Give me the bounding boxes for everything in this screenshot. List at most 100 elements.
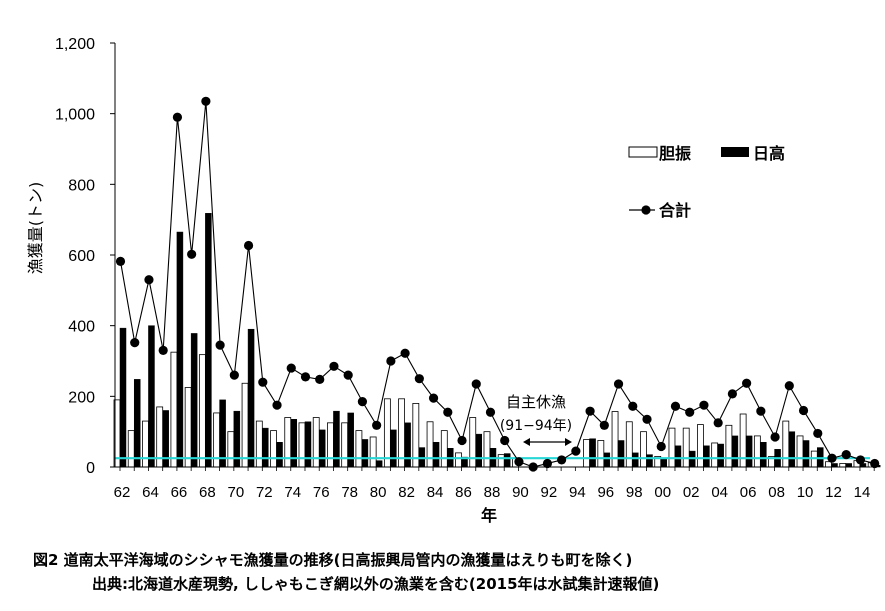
x-tick-label: 84 [427, 484, 444, 501]
bar-hidaka-12 [831, 463, 838, 468]
x-tick-label: 88 [484, 484, 501, 501]
bar-iburi-75 [298, 422, 306, 468]
bar-iburi-74 [284, 417, 292, 468]
total-point-83 [414, 374, 424, 384]
bar-hidaka-09 [788, 431, 796, 468]
total-point-71 [243, 240, 254, 251]
bar-hidaka-06 [745, 435, 753, 468]
bar-hidaka-81 [390, 429, 397, 468]
x-tick-label: 70 [227, 484, 244, 501]
legend-label-hidaka: 日高 [753, 144, 785, 163]
bar-hidaka-00 [660, 457, 667, 468]
total-point-76 [315, 374, 325, 384]
x-tick-label: 76 [313, 484, 330, 501]
bar-hidaka-01 [674, 445, 682, 468]
total-point-80 [372, 420, 382, 430]
total-point-12 [827, 453, 837, 463]
bar-hidaka-13 [845, 463, 852, 468]
legend-label-iburi: 胆振 [659, 144, 691, 163]
total-point-73 [272, 400, 282, 410]
bar-hidaka-63 [133, 379, 141, 468]
bar-hidaka-68 [205, 213, 212, 468]
bar-iburi-09 [782, 420, 790, 468]
x-tick-label: 80 [370, 484, 387, 501]
bar-iburi-77 [327, 422, 334, 468]
bar-iburi-07 [753, 435, 761, 468]
bar-iburi-73 [270, 430, 277, 468]
total-point-94 [571, 446, 581, 456]
bar-iburi-78 [341, 422, 349, 468]
bar-iburi-67 [184, 387, 192, 468]
total-point-10 [798, 405, 809, 416]
x-tick-label: 10 [797, 484, 814, 501]
bar-iburi-70 [227, 431, 235, 468]
bar-iburi-13 [839, 463, 847, 468]
bar-iburi-82 [398, 398, 406, 468]
total-point-01 [670, 401, 681, 411]
x-tick-label: 64 [142, 484, 159, 501]
x-tick-label: 06 [740, 484, 757, 501]
total-point-14 [855, 455, 866, 465]
bar-hidaka-64 [148, 325, 155, 468]
total-point-85 [443, 407, 453, 417]
x-tick-label: 94 [569, 484, 586, 501]
bar-iburi-01 [668, 427, 676, 468]
y-tick-label: 1,200 [55, 36, 95, 53]
bar-iburi-89 [497, 454, 505, 468]
total-point-77 [329, 361, 339, 371]
total-point-84 [428, 393, 439, 403]
x-tick-label: 72 [256, 484, 273, 501]
x-tick-label: 14 [854, 484, 871, 501]
bar-hidaka-71 [247, 328, 255, 468]
bar-hidaka-03 [703, 445, 710, 468]
annotation-arrowhead-right [565, 438, 572, 446]
bar-iburi-96 [597, 440, 605, 468]
total-point-66 [172, 112, 183, 122]
legend-swatch-hidaka [721, 147, 749, 157]
total-point-64 [144, 275, 154, 285]
bar-iburi-02 [682, 427, 690, 468]
bar-hidaka-62 [119, 327, 127, 468]
bar-iburi-95 [583, 439, 590, 468]
bar-iburi-68 [198, 354, 206, 468]
total-point-99 [642, 414, 652, 424]
y-tick-label: 600 [68, 248, 95, 265]
figure-caption-line1: 図2 道南太平洋海域のシシャモ漁獲量の推移(日高振興局管内の漁獲量はえりも町を除… [33, 551, 633, 569]
total-point-75 [300, 372, 311, 382]
bar-hidaka-74 [290, 419, 298, 468]
bar-hidaka-84 [432, 442, 440, 468]
total-point-96 [599, 420, 609, 430]
bar-iburi-84 [426, 421, 434, 468]
y-tick-label: 1,000 [55, 107, 95, 124]
total-point-98 [628, 401, 638, 411]
x-tick-label: 02 [683, 484, 700, 501]
x-tick-label: 62 [114, 484, 131, 501]
bar-hidaka-69 [219, 399, 226, 468]
bar-iburi-86 [455, 452, 462, 468]
bar-hidaka-10 [802, 440, 810, 468]
total-point-68 [201, 96, 211, 106]
total-point-82 [400, 348, 410, 358]
annotation-title: 自主休漁 [506, 393, 566, 411]
bar-iburi-64 [142, 420, 149, 468]
bar-hidaka-73 [276, 442, 283, 468]
total-point-15 [870, 458, 880, 469]
x-axis-label: 年 [481, 506, 497, 525]
total-line-layer [115, 96, 880, 472]
y-tick-label: 400 [68, 319, 95, 336]
x-tick-label: 92 [541, 484, 558, 501]
total-point-97 [613, 379, 624, 389]
total-point-81 [386, 356, 396, 366]
total-point-06 [742, 378, 752, 388]
total-point-04 [713, 418, 723, 428]
total-point-69 [215, 340, 225, 350]
total-point-90 [514, 457, 524, 467]
total-point-63 [130, 338, 140, 348]
bar-hidaka-72 [262, 427, 269, 468]
bar-iburi-10 [796, 435, 804, 468]
total-point-78 [343, 370, 353, 380]
total-point-86 [457, 435, 467, 446]
total-point-02 [685, 407, 695, 417]
